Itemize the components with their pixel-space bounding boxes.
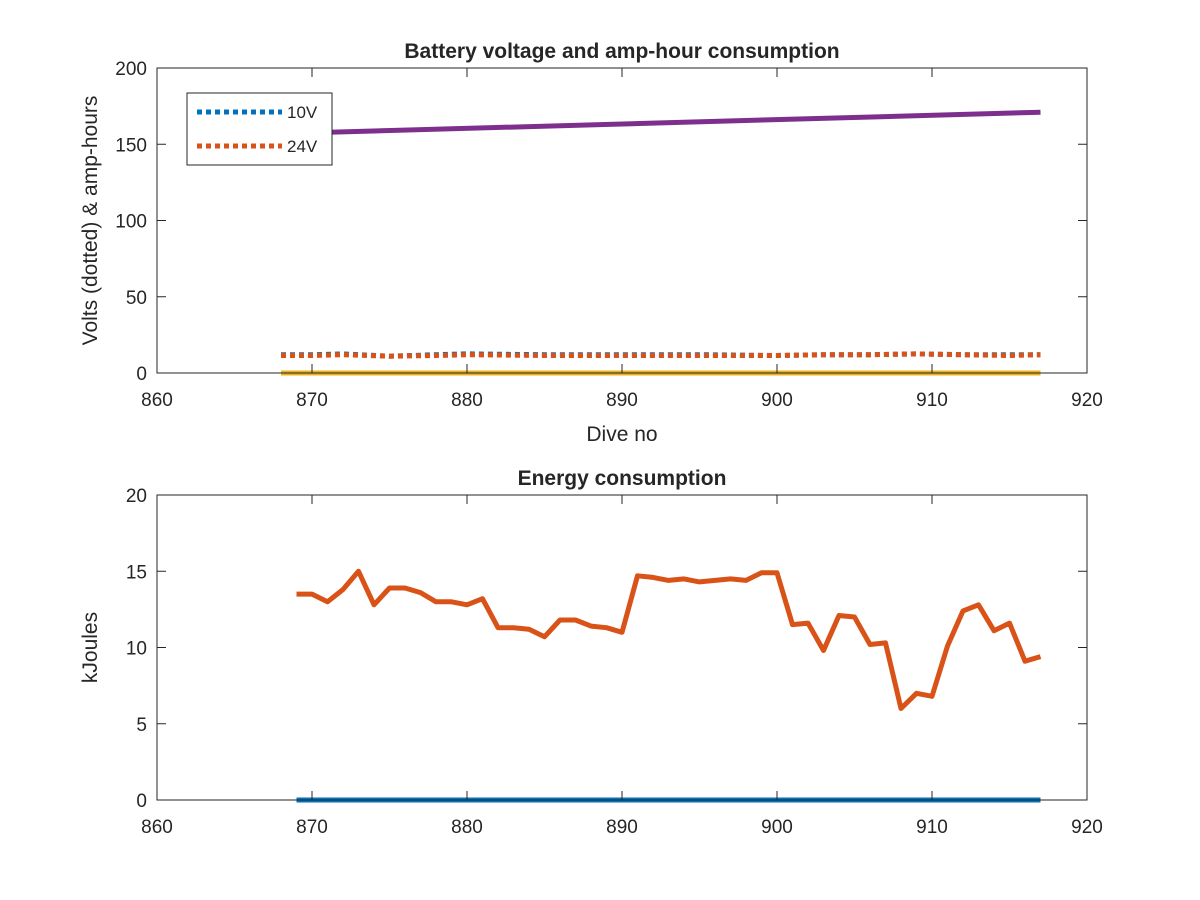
energy-ticks: 860 870 880 890 900 910 920 0 5 10 15 20: [126, 486, 1103, 838]
x-tick-label: 920: [1071, 390, 1103, 411]
x-tick-label: 870: [296, 390, 328, 411]
y-tick-label: 5: [136, 715, 147, 736]
series-line-line-3: [280, 109, 1041, 137]
legend-label-10v: 10V: [287, 103, 318, 122]
voltage-amphour-title: Battery voltage and amp-hour consumption: [404, 40, 839, 63]
x-tick-label: 890: [606, 390, 638, 411]
x-tick-label: 880: [451, 390, 483, 411]
y-tick-label: 200: [115, 59, 147, 80]
voltage-amphour-y-axis-label: Volts (dotted) & amp-hours: [79, 96, 102, 346]
x-tick-label: 860: [141, 390, 173, 411]
y-tick-label: 10: [126, 639, 147, 660]
series-line-line-1: [296, 568, 1042, 711]
x-tick-label: 920: [1071, 817, 1103, 838]
series-line-24v: [281, 351, 1041, 359]
voltage-amphour-ticks: 860 870 880 890 900 910 920 0 50 100 150 200: [115, 59, 1103, 411]
energy-title: Energy consumption: [518, 467, 727, 490]
y-tick-label: 20: [126, 486, 147, 507]
x-tick-label: 890: [606, 817, 638, 838]
legend-box: [186, 92, 333, 166]
voltage-amphour-x-axis-label: Dive no: [586, 423, 657, 446]
y-tick-label: 150: [115, 135, 147, 156]
energy-y-axis-label: kJoules: [79, 612, 102, 683]
x-tick-label: 900: [761, 817, 793, 838]
x-tick-label: 860: [141, 817, 173, 838]
x-tick-label: 870: [296, 817, 328, 838]
voltage-legend: 10V 24V: [186, 92, 333, 166]
x-tick-label: 910: [916, 390, 948, 411]
x-tick-label: 900: [761, 390, 793, 411]
energy-axes: 860 870 880 890 900 910 920 0 5 10 15 20 Energy con…: [79, 467, 1103, 838]
voltage-amphour-axes: 860 870 880 890 900 910 920 0 50 100 150 200 Batter…: [79, 40, 1103, 446]
x-tick-label: 910: [916, 817, 948, 838]
legend-label-24v: 24V: [287, 137, 318, 156]
y-tick-label: 50: [126, 288, 147, 309]
y-tick-label: 0: [136, 791, 147, 812]
y-tick-label: 100: [115, 212, 147, 233]
y-tick-label: 15: [126, 562, 147, 583]
y-tick-label: 0: [136, 364, 147, 385]
x-tick-label: 880: [451, 817, 483, 838]
